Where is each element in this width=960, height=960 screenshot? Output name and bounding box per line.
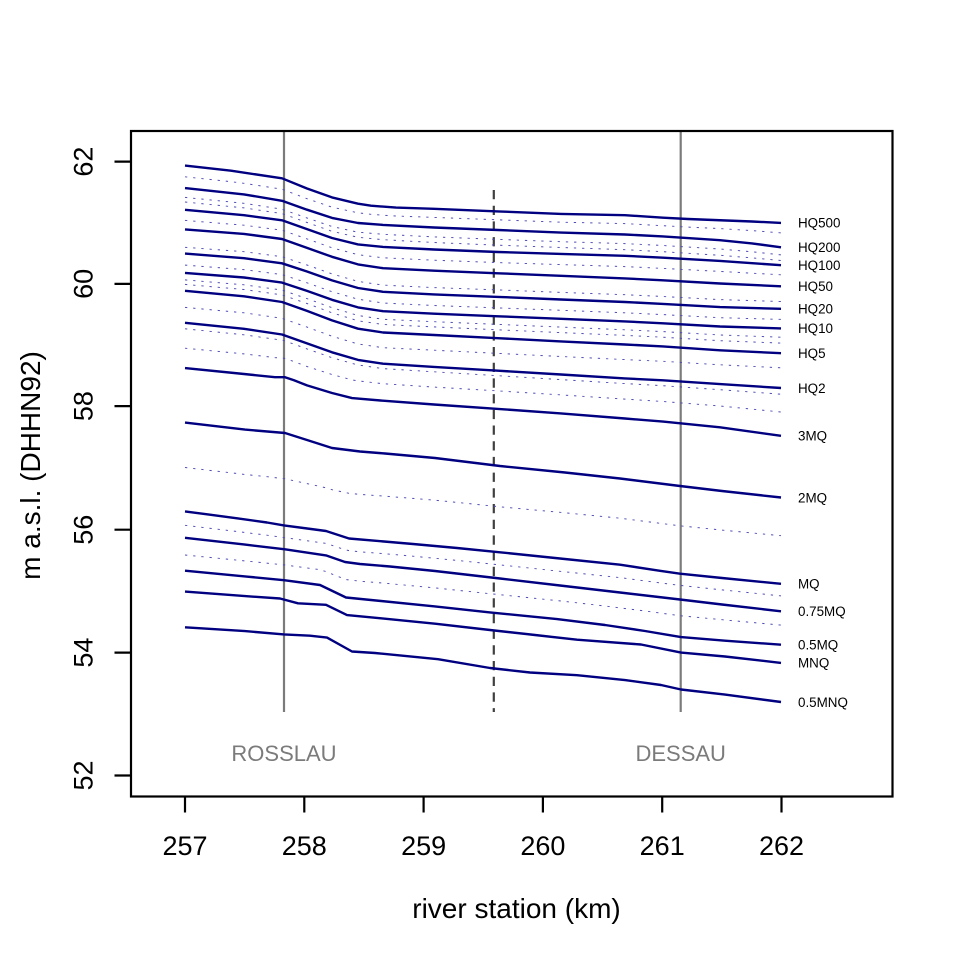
svg-text:62: 62 [69,147,99,177]
svg-text:0.5MNQ: 0.5MNQ [798,695,848,710]
svg-text:260: 260 [520,831,565,861]
svg-text:river station (km): river station (km) [412,893,620,924]
svg-text:52: 52 [69,760,99,790]
svg-text:258: 258 [282,831,327,861]
svg-text:3MQ: 3MQ [798,429,827,444]
svg-text:HQ100: HQ100 [798,258,840,273]
svg-text:HQ10: HQ10 [798,321,833,336]
svg-text:HQ500: HQ500 [798,216,840,231]
svg-text:HQ50: HQ50 [798,279,833,294]
svg-text:2MQ: 2MQ [798,490,827,505]
svg-text:58: 58 [69,391,99,421]
svg-text:261: 261 [640,831,685,861]
svg-text:HQ20: HQ20 [798,301,833,316]
svg-text:262: 262 [759,831,804,861]
svg-text:MNQ: MNQ [798,656,829,671]
svg-text:259: 259 [401,831,446,861]
svg-text:0.75MQ: 0.75MQ [798,604,846,619]
svg-text:60: 60 [69,269,99,299]
svg-text:HQ200: HQ200 [798,240,840,255]
svg-text:ROSSLAU: ROSSLAU [231,741,336,766]
svg-text:0.5MQ: 0.5MQ [798,637,838,652]
svg-text:54: 54 [69,638,99,668]
svg-text:257: 257 [162,831,207,861]
svg-text:HQ2: HQ2 [798,381,826,396]
svg-text:HQ5: HQ5 [798,346,826,361]
svg-text:m a.s.l. (DHHN92): m a.s.l. (DHHN92) [15,351,46,580]
svg-text:DESSAU: DESSAU [635,741,725,766]
svg-text:56: 56 [69,515,99,545]
svg-text:MQ: MQ [798,576,820,591]
